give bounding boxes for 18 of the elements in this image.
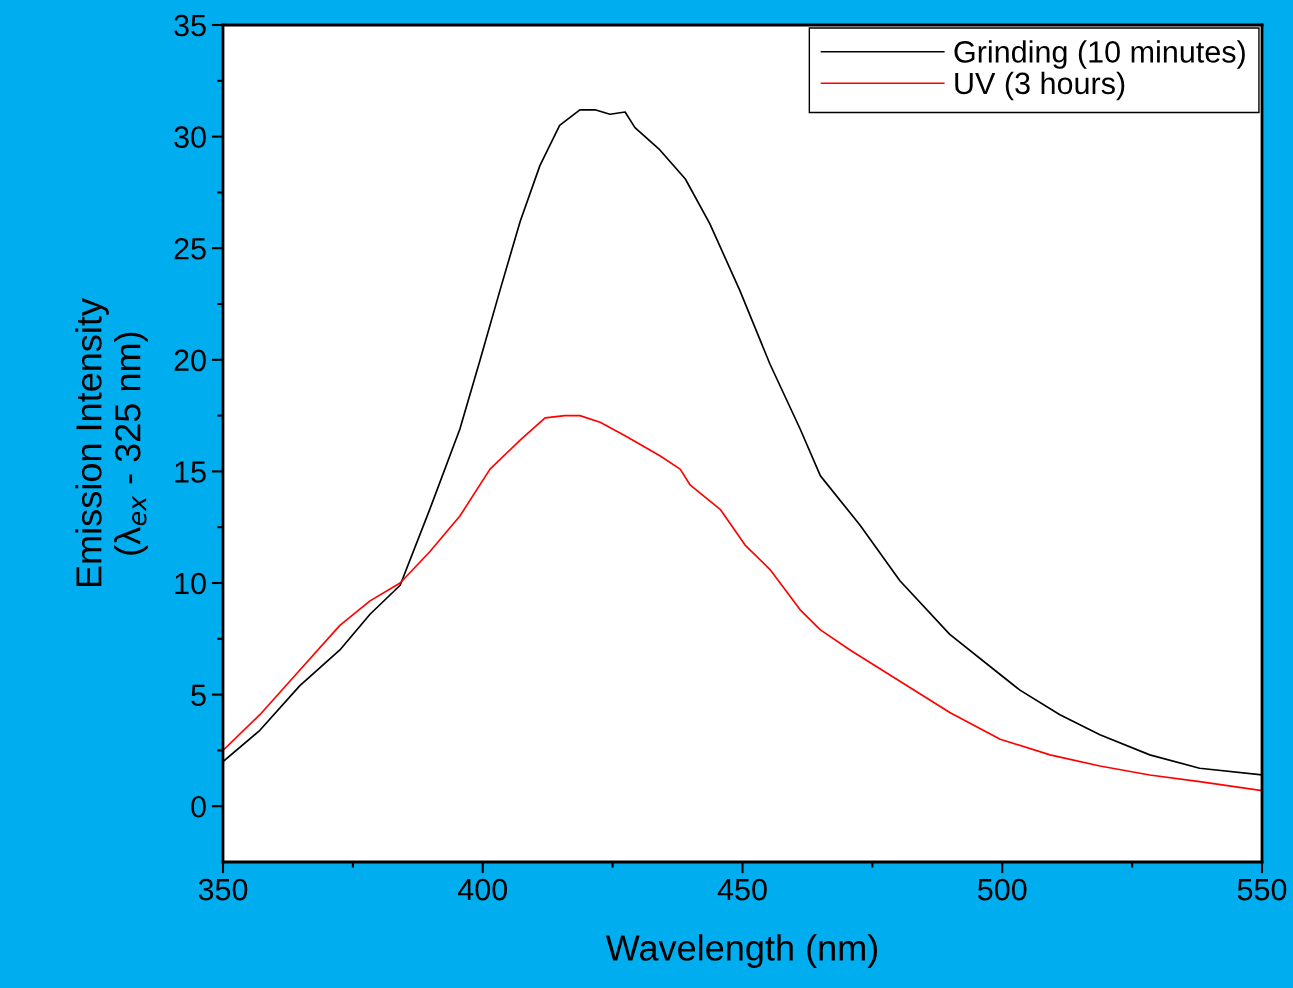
y-tick-label: 25	[174, 237, 206, 260]
y-tick-label: 5	[191, 684, 206, 706]
y-tick-label: 0	[191, 795, 206, 818]
x-tick-label: 450	[717, 878, 767, 901]
y-tick-label: 15	[175, 461, 206, 483]
y-tick-label: 10	[175, 572, 206, 595]
line-series	[223, 414, 1262, 792]
x-tick-label: 350	[198, 878, 248, 901]
y-tick-label: 35	[174, 14, 206, 37]
legend-label: Grinding (10 minutes)	[954, 40, 1245, 69]
y-tick-label: 30	[174, 126, 206, 148]
x-axis-title: Wavelength (nm)	[605, 934, 878, 968]
legend-label: UV (3 hours)	[955, 71, 1125, 101]
y-axis-title: Emission Intensity (λ$_{ex}$ - 325 nm)	[75, 298, 148, 587]
x-tick-label: 500	[977, 878, 1027, 901]
x-tick-label: 400	[457, 878, 508, 901]
x-tick-label: 550	[1237, 878, 1287, 901]
y-tick-label: 20	[174, 349, 206, 372]
